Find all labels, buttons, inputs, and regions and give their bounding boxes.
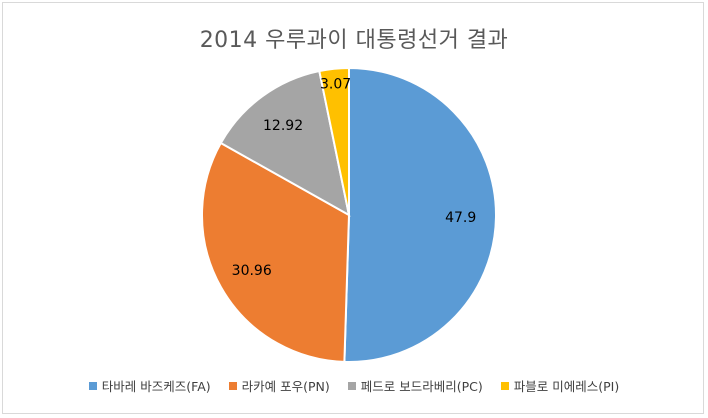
legend-item: 페드로 보드라베리(PC)	[348, 376, 483, 395]
legend: 타바레 바즈케즈(FA) 라카예 포우(PN) 페드로 보드라베리(PC) 파블…	[0, 376, 708, 395]
slice-data-label: 30.96	[232, 263, 272, 279]
legend-item: 타바레 바즈케즈(FA)	[89, 376, 211, 395]
legend-swatch	[501, 382, 509, 390]
legend-swatch	[89, 382, 97, 390]
legend-label: 파블로 미에레스(PI)	[514, 376, 619, 395]
legend-label: 페드로 보드라베리(PC)	[361, 376, 483, 395]
legend-item: 파블로 미에레스(PI)	[501, 376, 619, 395]
legend-label: 라카예 포우(PN)	[242, 376, 330, 395]
legend-item: 라카예 포우(PN)	[229, 376, 330, 395]
slice-data-label: 47.9	[445, 210, 476, 226]
slice-data-label: 12.92	[263, 118, 303, 134]
legend-label: 타바레 바즈케즈(FA)	[102, 376, 211, 395]
legend-swatch	[229, 382, 237, 390]
legend-swatch	[348, 382, 356, 390]
slice-data-label: 3.07	[320, 76, 351, 92]
